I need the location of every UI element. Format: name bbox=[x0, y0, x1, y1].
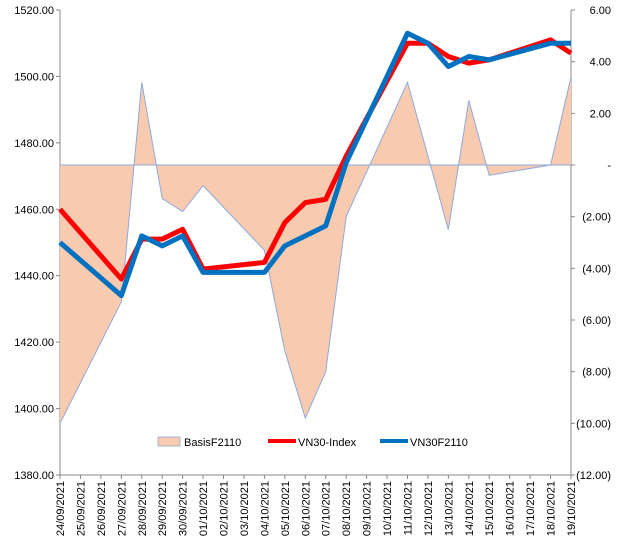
basis-area bbox=[60, 77, 571, 424]
x-tick-label: 18/10/2021 bbox=[546, 481, 558, 536]
x-tick-label: 16/10/2021 bbox=[505, 481, 517, 536]
basis-area-edge bbox=[59, 77, 572, 424]
x-tick-label: 14/10/2021 bbox=[464, 481, 476, 536]
legend-label-vn30f2110: VN30F2110 bbox=[410, 437, 468, 449]
x-tick-label: 08/10/2021 bbox=[341, 481, 353, 536]
x-tick-label: 03/10/2021 bbox=[239, 481, 251, 536]
right-tick-label: (8.00) bbox=[582, 367, 611, 379]
x-tick-label: 26/09/2021 bbox=[96, 481, 108, 536]
x-tick-label: 15/10/2021 bbox=[484, 481, 496, 536]
left-tick-label: 1440.00 bbox=[14, 271, 54, 283]
left-axis-ticks: 1380.00 1400.00 1420.00 1440.00 1460.00 1480.… bbox=[14, 5, 60, 482]
legend-label-vn30-index: VN30-Index bbox=[298, 437, 357, 449]
left-tick-label: 1400.00 bbox=[14, 404, 54, 416]
x-tick-label: 24/09/2021 bbox=[55, 481, 67, 536]
x-tick-label: 01/10/2021 bbox=[198, 481, 210, 536]
right-tick-label: 4.00 bbox=[590, 57, 611, 69]
x-tick-label: 28/09/2021 bbox=[137, 481, 149, 536]
left-tick-label: 1520.00 bbox=[14, 5, 54, 17]
x-tick-label: 05/10/2021 bbox=[280, 481, 292, 536]
x-tick-label: 29/09/2021 bbox=[157, 481, 169, 536]
x-tick-label: 07/10/2021 bbox=[321, 481, 333, 536]
legend-swatch-basis bbox=[157, 436, 181, 447]
left-tick-label: 1500.00 bbox=[14, 71, 54, 83]
left-tick-label: 1420.00 bbox=[14, 337, 54, 349]
x-axis-ticks: 24/09/2021 25/09/2021 26/09/2021 27/09/2021… bbox=[55, 475, 578, 536]
vn30f2110-line bbox=[58, 30, 571, 299]
right-tick-label: (4.00) bbox=[582, 263, 611, 275]
x-tick-label: 30/09/2021 bbox=[178, 481, 190, 536]
right-tick-label: (12.00) bbox=[576, 470, 611, 482]
right-tick-label: (2.00) bbox=[582, 212, 611, 224]
legend: BasisF2110 VN30-Index VN30F2110 bbox=[157, 436, 468, 449]
right-tick-label: 2.00 bbox=[590, 108, 611, 120]
x-tick-label: 25/09/2021 bbox=[75, 481, 87, 536]
x-tick-label: 19/10/2021 bbox=[566, 481, 578, 536]
x-tick-label: 10/10/2021 bbox=[382, 481, 394, 536]
right-tick-label: - bbox=[607, 160, 611, 172]
right-axis-ticks: (12.00) (10.00) (8.00) (6.00) (4.00) (2.00) - 2… bbox=[571, 5, 611, 482]
right-tick-label: (10.00) bbox=[576, 418, 611, 430]
left-tick-label: 1480.00 bbox=[14, 138, 54, 150]
x-tick-label: 09/10/2021 bbox=[362, 481, 374, 536]
x-tick-label: 06/10/2021 bbox=[300, 481, 312, 536]
right-tick-label: (6.00) bbox=[582, 315, 611, 327]
left-tick-label: 1460.00 bbox=[14, 204, 54, 216]
left-tick-label: 1380.00 bbox=[14, 470, 54, 482]
legend-label-basis: BasisF2110 bbox=[184, 437, 241, 449]
x-tick-label: 27/09/2021 bbox=[116, 481, 128, 536]
vn30-index-line bbox=[58, 37, 573, 282]
x-tick-label: 11/10/2021 bbox=[402, 481, 414, 535]
x-tick-label: 13/10/2021 bbox=[443, 481, 455, 536]
x-tick-label: 02/10/2021 bbox=[219, 481, 231, 536]
x-tick-label: 17/10/2021 bbox=[525, 481, 537, 536]
line-series bbox=[58, 30, 573, 299]
x-tick-label: 12/10/2021 bbox=[423, 481, 435, 536]
right-tick-label: 6.00 bbox=[590, 5, 611, 17]
basis-area-series bbox=[59, 77, 572, 424]
x-tick-label: 04/10/2021 bbox=[259, 481, 271, 536]
